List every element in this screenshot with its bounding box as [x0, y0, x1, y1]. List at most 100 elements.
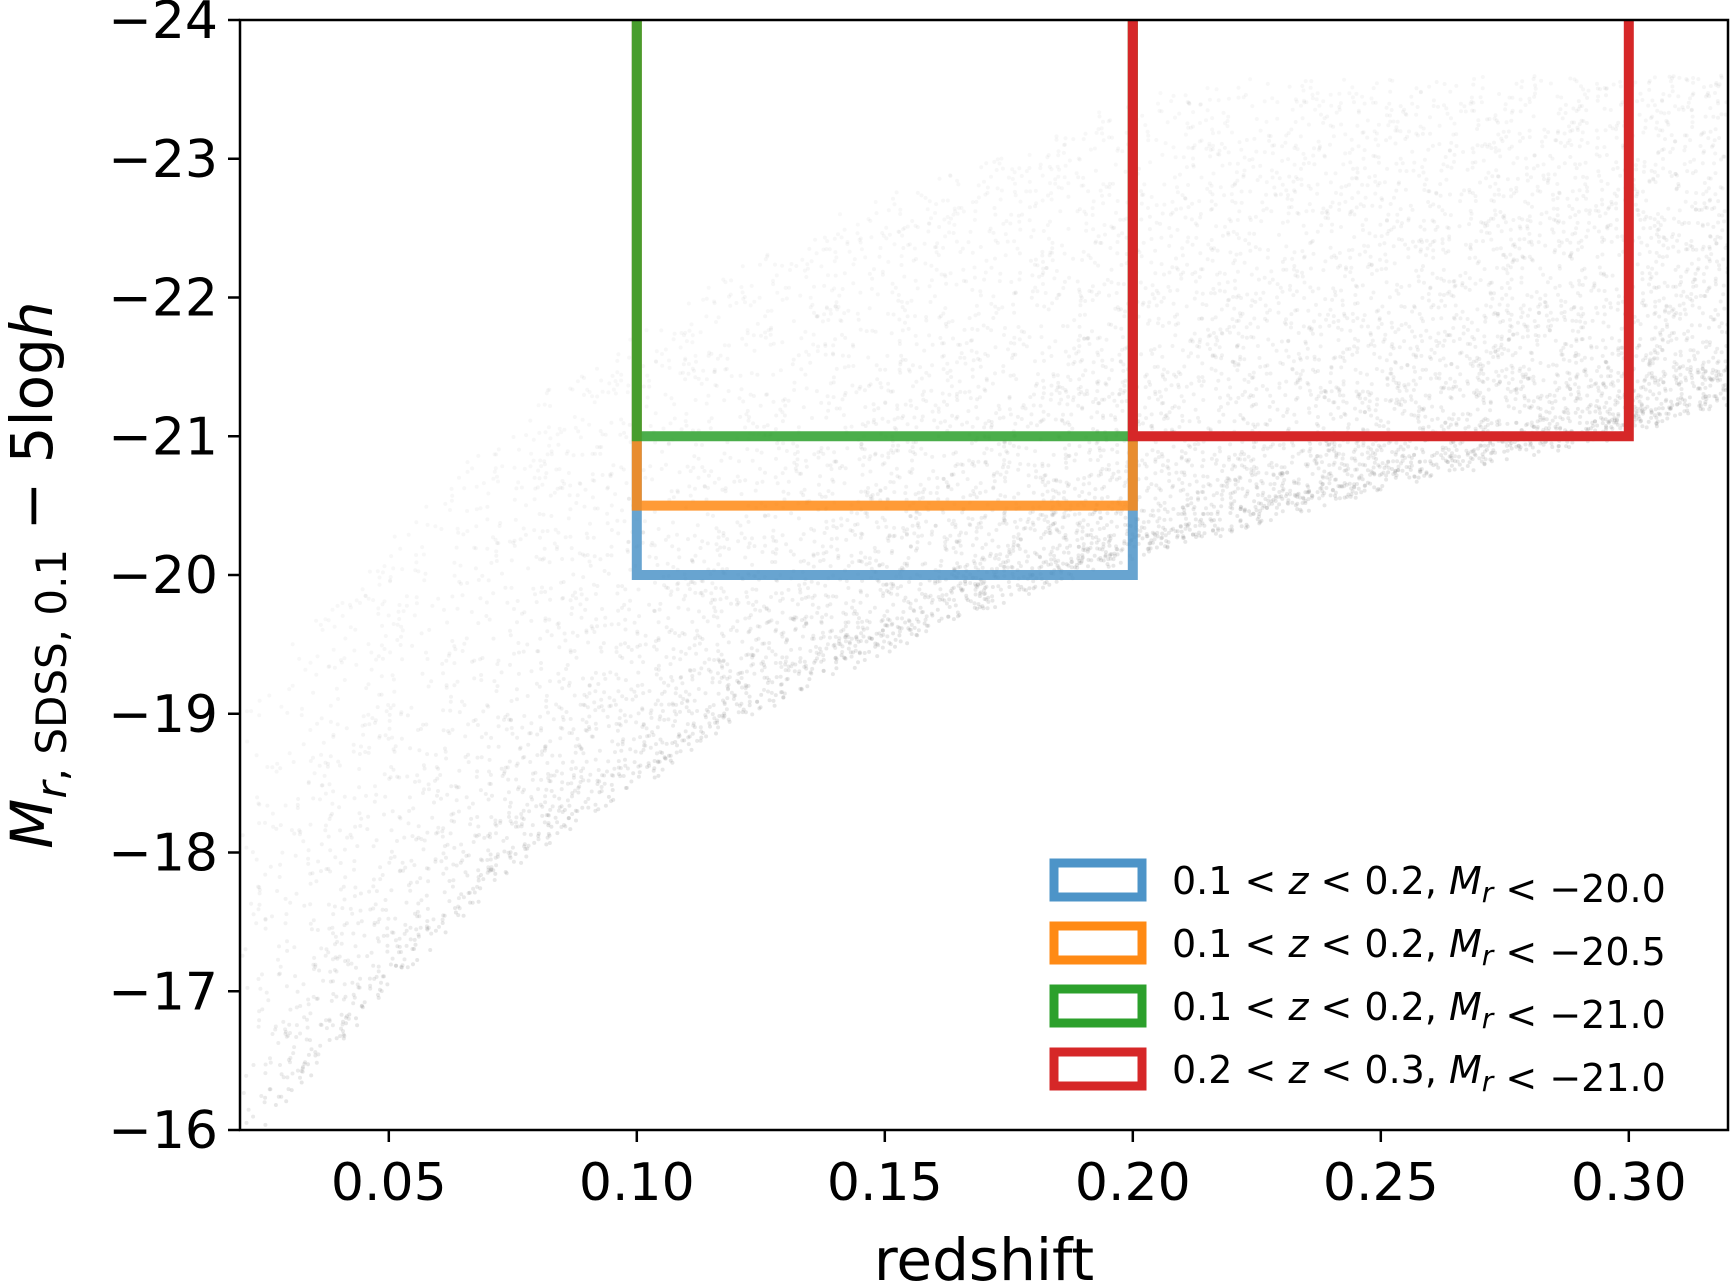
scatter-point: [1028, 510, 1033, 515]
scatter-point: [415, 958, 420, 962]
scatter-point: [744, 669, 749, 674]
scatter-point: [1047, 582, 1052, 587]
scatter-point: [602, 773, 607, 778]
scatter-point: [1322, 503, 1327, 508]
scatter-point: [735, 619, 740, 624]
scatter-point: [1017, 219, 1022, 224]
scatter-point: [1467, 356, 1472, 361]
scatter-point: [1654, 271, 1659, 276]
scatter-point: [539, 666, 544, 671]
scatter-point: [1639, 240, 1644, 245]
scatter-point: [373, 902, 378, 907]
scatter-point: [944, 601, 949, 606]
scatter-point: [1011, 548, 1016, 553]
scatter-point: [1314, 302, 1318, 307]
scatter-point: [348, 602, 352, 607]
scatter-point: [1226, 114, 1231, 119]
scatter-point: [326, 902, 331, 907]
scatter-point: [390, 673, 395, 678]
scatter-point: [251, 1114, 256, 1119]
scatter-point: [688, 668, 692, 672]
scatter-point: [376, 969, 381, 974]
scatter-point: [1192, 473, 1197, 478]
scatter-point: [1115, 403, 1120, 408]
scatter-point: [1414, 86, 1419, 91]
scatter-point: [1699, 207, 1704, 212]
scatter-point: [1483, 319, 1488, 324]
scatter-point: [1676, 264, 1681, 269]
scatter-point: [886, 419, 891, 424]
scatter-point: [690, 731, 695, 736]
scatter-point: [747, 694, 752, 699]
scatter-point: [970, 326, 975, 331]
scatter-point: [1604, 153, 1609, 157]
scatter-point: [545, 629, 550, 634]
scatter-point: [1652, 103, 1657, 108]
scatter-point: [598, 429, 603, 433]
scatter-point: [983, 270, 988, 275]
scatter-point: [1342, 411, 1347, 416]
scatter-point: [1701, 360, 1706, 365]
scatter-point: [1252, 464, 1257, 469]
scatter-point: [1374, 268, 1379, 273]
scatter-point: [1159, 262, 1164, 267]
scatter-point: [631, 737, 636, 742]
scatter-point: [718, 553, 722, 558]
scatter-point: [1458, 273, 1463, 278]
scatter-point: [476, 878, 481, 883]
scatter-point: [809, 615, 814, 620]
scatter-point: [883, 367, 888, 372]
scatter-point: [799, 336, 804, 341]
scatter-point: [1679, 392, 1684, 396]
scatter-point: [593, 757, 598, 762]
scatter-point: [1348, 328, 1353, 333]
scatter-point: [683, 651, 688, 656]
scatter-point: [774, 273, 779, 278]
scatter-point: [576, 790, 581, 795]
scatter-point: [1016, 532, 1021, 537]
scatter-point: [1104, 337, 1109, 342]
scatter-point: [1296, 351, 1301, 356]
scatter-point: [1353, 495, 1358, 500]
scatter-point: [933, 211, 938, 215]
scatter-point: [1566, 411, 1571, 416]
scatter-point: [609, 773, 614, 778]
scatter-point: [260, 972, 264, 977]
scatter-point: [606, 794, 611, 799]
scatter-point: [554, 702, 559, 707]
scatter-point: [1388, 89, 1393, 94]
scatter-point: [1319, 112, 1323, 117]
scatter-point: [765, 423, 770, 428]
scatter-point: [254, 857, 259, 862]
scatter-point: [1721, 257, 1726, 262]
scatter-point: [1710, 207, 1715, 211]
scatter-point: [450, 727, 455, 732]
scatter-point: [1389, 227, 1394, 232]
scatter-point: [824, 526, 829, 530]
scatter-point: [1360, 283, 1365, 288]
scatter-point: [256, 884, 261, 889]
scatter-point: [308, 759, 313, 763]
scatter-point: [1089, 541, 1094, 546]
scatter-point: [1159, 235, 1164, 240]
scatter-point: [735, 474, 740, 479]
scatter-point: [1146, 546, 1151, 551]
scatter-point: [257, 698, 262, 703]
scatter-point: [392, 534, 397, 539]
scatter-point: [1397, 402, 1402, 407]
scatter-point: [1337, 451, 1341, 456]
scatter-point: [577, 551, 582, 556]
scatter-point: [523, 532, 528, 537]
scatter-point: [1385, 218, 1389, 223]
scatter-point: [1601, 381, 1605, 386]
scatter-point: [978, 561, 983, 566]
scatter-point: [534, 804, 539, 809]
scatter-point: [1519, 387, 1523, 392]
scatter-point: [409, 858, 414, 863]
scatter-point: [1068, 378, 1073, 382]
scatter-point: [1085, 335, 1090, 340]
scatter-point: [263, 820, 267, 825]
scatter-point: [1515, 176, 1520, 181]
scatter-point: [1548, 153, 1553, 158]
scatter-point: [1094, 292, 1099, 297]
